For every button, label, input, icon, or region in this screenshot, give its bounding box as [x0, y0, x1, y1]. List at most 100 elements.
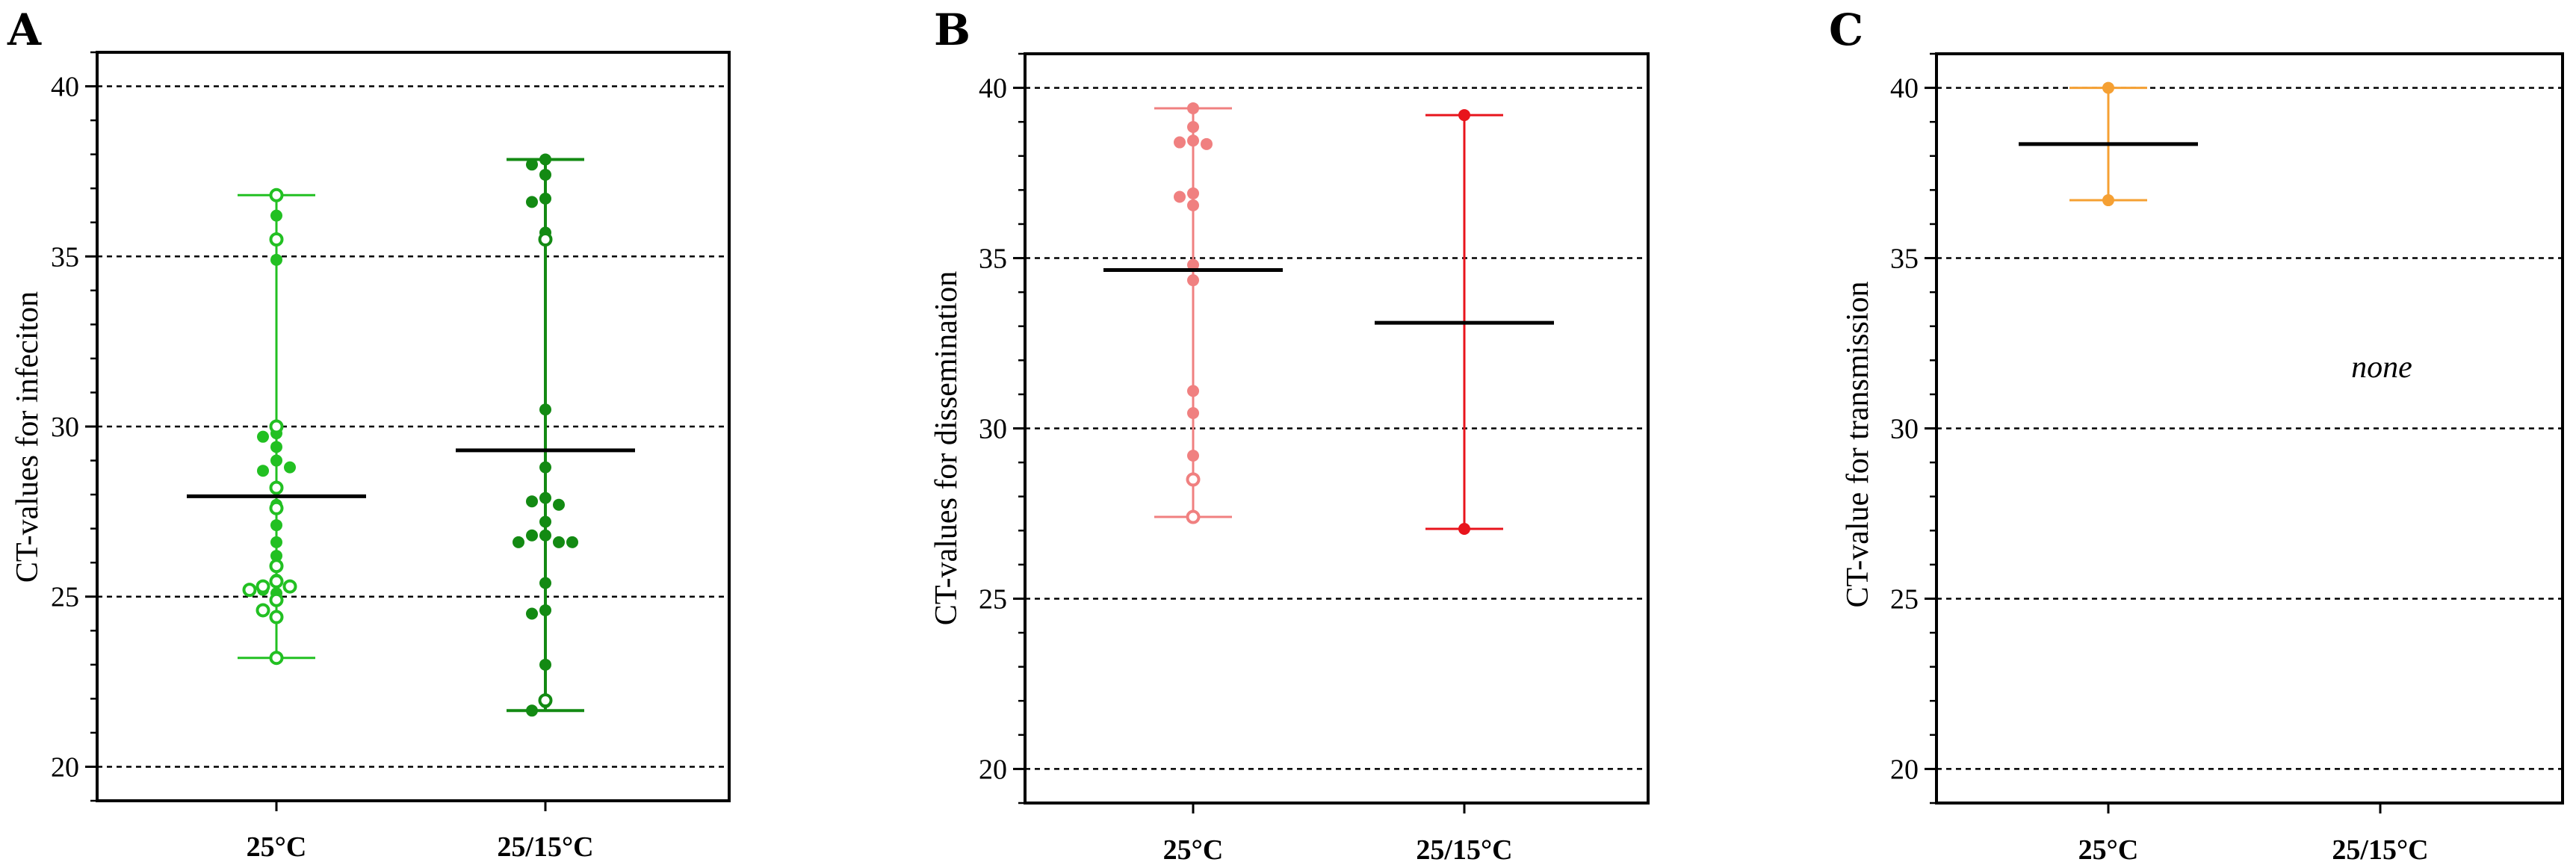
panel-a-y-tick-label-35: 35	[51, 241, 79, 273]
panel-a-25c-open-point	[256, 579, 270, 594]
panel-a-25c-filled-point	[257, 465, 269, 477]
panel-c-annotation-none: none	[2351, 350, 2412, 385]
panel-b-y-axis-title: CT-values for dissemination	[929, 271, 964, 625]
panel-b-25c-filled-point	[1187, 258, 1199, 271]
panel-a-25c-filled-point	[270, 519, 282, 532]
panel-b-25c-filled-point	[1174, 190, 1186, 203]
panel-a-25-15c-filled-point	[539, 604, 551, 616]
panel-a-25c-filled-point	[270, 253, 282, 266]
panel-c-25c-filled-point	[2102, 194, 2114, 207]
panel-a-25-15c-filled-point	[526, 704, 538, 717]
panel-b-plot-frame	[1024, 52, 1650, 805]
panel-b-25c-filled-point	[1187, 187, 1199, 199]
panel-c-y-axis-title: CT-value for transmission	[1841, 281, 1875, 607]
panel-a-25c-filled-point	[270, 536, 282, 548]
panel-a-25c-open-point	[269, 480, 284, 495]
panel-a-25c-open-point	[269, 500, 284, 515]
panel-a-25-15c-filled-point	[513, 536, 524, 548]
panel-a-25-15c-filled-point	[526, 529, 538, 542]
panel-b-category-label-25c: 25°C	[1163, 834, 1224, 866]
panel-a-y-tick-label-40: 40	[51, 72, 79, 103]
panel-b-y-tick-label-25: 25	[979, 583, 1007, 615]
panel-a: A CT-values for infeciton 25°C 25/15°C 2…	[7, 4, 731, 863]
panel-b-y-tick-label-30: 30	[979, 414, 1007, 445]
panel-b-25-15c-filled-point	[1458, 109, 1470, 122]
panel-a-25-15c-filled-point	[539, 577, 551, 589]
panel-a-25c-open-point	[242, 583, 257, 598]
panel-c-category-label-25-15c: 25/15°C	[2332, 834, 2428, 866]
panel-a-y-tick-label-25: 25	[51, 582, 79, 613]
panel-a-25c-open-point	[269, 592, 284, 607]
panel-c-y-tick-label-30: 30	[1890, 414, 1919, 445]
panel-c-plot-frame	[1935, 52, 2564, 805]
panel-c-category-label-25c: 25°C	[2078, 834, 2139, 866]
panel-b-25c-filled-point	[1174, 136, 1186, 149]
panel-letter-c: C	[1829, 4, 1863, 55]
panel-b-25c-open-point	[1186, 472, 1201, 487]
panel-a-25-15c-filled-point	[539, 658, 551, 671]
panel-a-25-15c-filled-point	[539, 403, 551, 416]
panel-letter-b: B	[934, 4, 970, 55]
panel-b-25c-filled-point	[1187, 385, 1199, 397]
panel-letter-a: A	[7, 4, 42, 55]
panel-a-25-15c-filled-point	[526, 607, 538, 620]
panel-a-y-tick-label-20: 20	[51, 751, 79, 783]
panel-a-25-15c-filled-point	[539, 168, 551, 181]
panel-b-y-tick-label-20: 20	[979, 754, 1007, 785]
panel-a-25c-open-point	[269, 574, 284, 589]
panel-b-25c-filled-point	[1187, 449, 1199, 462]
panel-a-25c-filled-point	[270, 209, 282, 222]
panel-b-25c-filled-point	[1201, 137, 1213, 150]
panel-b: B CT-values for dissemination 25°C 25/15…	[929, 4, 1650, 866]
panel-a-25c-open-point	[269, 651, 284, 666]
panel-a-25c-open-point	[269, 610, 284, 624]
panel-c-y-tick-label-25: 25	[1890, 583, 1919, 615]
panel-b-25c-filled-point	[1187, 274, 1199, 287]
panel-b-y-tick-label-35: 35	[979, 244, 1007, 275]
panel-a-25-15c-filled-point	[539, 192, 551, 205]
panel-a-y-axis-title: CT-values for infeciton	[10, 291, 45, 583]
panel-a-25-15c-filled-point	[539, 529, 551, 542]
panel-a-y-tick-label-30: 30	[51, 412, 79, 443]
panel-a-25c-filled-point	[270, 441, 282, 453]
panel-b-y-tick-label-40: 40	[979, 73, 1007, 105]
panel-a-25-15c-filled-point	[566, 536, 578, 548]
panel-b-25c-filled-point	[1187, 121, 1199, 134]
panel-a-25c-filled-point	[284, 461, 296, 474]
panel-a-25c-open-point	[269, 419, 284, 434]
panel-a-category-label-25c: 25°C	[247, 831, 307, 863]
panel-b-25c-filled-point	[1187, 406, 1199, 419]
panel-c-25c-filled-point	[2102, 81, 2114, 94]
panel-a-25c-open-point	[269, 559, 284, 574]
panel-a-25-15c-open-point	[538, 232, 553, 247]
panel-a-25c-filled-point	[270, 550, 282, 562]
panel-c-y-tick-label-20: 20	[1890, 754, 1919, 785]
panel-a-25-15c-filled-point	[539, 492, 551, 504]
panel-a-category-label-25-15c: 25/15°C	[497, 831, 593, 863]
panel-a-25c-filled-point	[257, 430, 269, 443]
panel-c-y-tick-label-35: 35	[1890, 244, 1919, 275]
panel-a-25-15c-filled-point	[539, 461, 551, 474]
panel-a-25-15c-filled-point	[526, 196, 538, 208]
panel-b-25c-filled-point	[1187, 102, 1199, 114]
panel-a-25-15c-filled-point	[539, 153, 551, 166]
panel-b-category-label-25-15c: 25/15°C	[1416, 834, 1512, 866]
panel-b-25c-filled-point	[1187, 199, 1199, 211]
panel-a-25-15c-filled-point	[526, 158, 538, 171]
panel-b-25c-filled-point	[1187, 134, 1199, 147]
panel-a-25-15c-filled-point	[553, 536, 565, 548]
panel-a-25c-open-point	[282, 579, 297, 594]
panel-a-25-15c-filled-point	[553, 498, 565, 511]
panel-a-25c-open-point	[269, 187, 284, 202]
panel-a-plot-frame	[96, 51, 731, 802]
panel-a-25c-filled-point	[270, 454, 282, 467]
panel-a-25c-open-point	[269, 232, 284, 247]
panel-a-25-15c-open-point	[538, 693, 553, 708]
panel-a-25-15c-filled-point	[526, 495, 538, 508]
panel-a-25c-open-point	[256, 603, 270, 618]
panel-b-25-15c-filled-point	[1458, 522, 1470, 535]
panel-c-y-tick-label-40: 40	[1890, 73, 1919, 105]
panel-b-25c-open-point	[1186, 509, 1201, 524]
panel-c: C CT-value for transmission 25°C 25/15°C…	[1829, 4, 2564, 866]
